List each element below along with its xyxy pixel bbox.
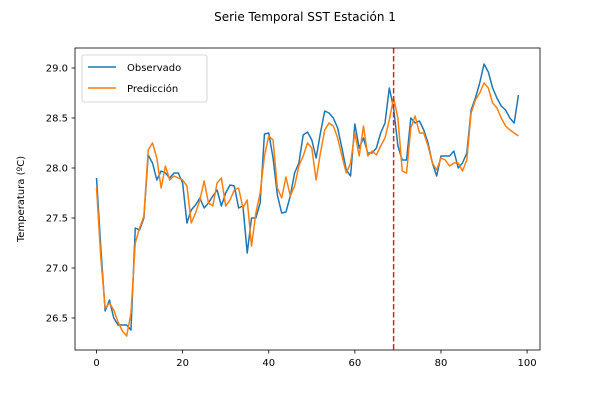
x-axis: 0 20 40 60 80 100 <box>93 350 537 369</box>
x-tick-label: 40 <box>262 358 275 369</box>
y-axis-title: Temperatura (ºC) <box>16 156 27 243</box>
y-tick-label: 28.5 <box>46 114 68 125</box>
x-tick-label: 20 <box>176 358 189 369</box>
x-tick-label: 60 <box>348 358 361 369</box>
chart-title: Serie Temporal SST Estación 1 <box>214 10 396 24</box>
y-tick-label: 28.0 <box>46 164 68 175</box>
y-tick-label: 27.0 <box>46 264 68 275</box>
plot-frame <box>74 47 541 351</box>
y-tick-label: 26.5 <box>46 314 68 325</box>
series-line-observado <box>95 63 520 331</box>
y-tick-label: 27.5 <box>46 214 68 225</box>
x-tick-label: 80 <box>435 358 448 369</box>
x-tick-label: 100 <box>518 358 537 369</box>
x-tick-label: 0 <box>93 358 99 369</box>
legend-label-prediccion: Predicción <box>127 83 178 95</box>
legend-label-observado: Observado <box>127 63 181 74</box>
y-tick-label: 29.0 <box>46 64 68 75</box>
series-layer <box>95 63 520 337</box>
series-line-prediccion <box>95 82 519 337</box>
y-axis: 26.5 27.0 27.5 28.0 28.5 29.0 <box>46 64 75 325</box>
legend: Observado Predicción <box>81 54 208 103</box>
